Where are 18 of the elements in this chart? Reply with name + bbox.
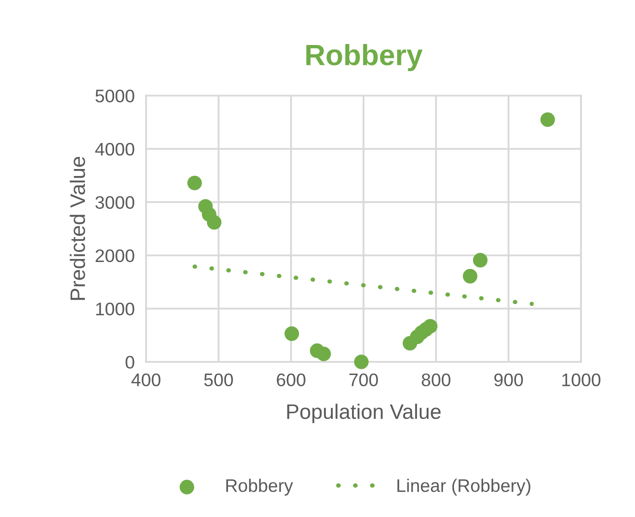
chart-title: Robbery: [306, 44, 423, 72]
y-tick-label: 2000: [96, 249, 134, 262]
y-tick-label: 3000: [95, 196, 134, 209]
legend-label: Linear (Robbery): [397, 478, 530, 496]
y-tick-label: 4000: [95, 142, 134, 156]
x-tick-label: 400: [131, 373, 160, 386]
x-tick-label: 900: [494, 373, 523, 386]
x-tick-label: 600: [276, 373, 306, 386]
y-axis-title: Predicted Value: [70, 156, 86, 300]
y-tick-label: 5000: [96, 90, 134, 102]
x-tick-label: 700: [349, 373, 378, 386]
x-tick-label: 1000: [562, 373, 600, 386]
x-tick-label: 800: [422, 373, 450, 386]
x-tick-label: 500: [204, 373, 233, 386]
y-tick-label: 1000: [96, 302, 134, 316]
legend-label: Robbery: [226, 478, 294, 496]
x-axis-title: Population Value: [287, 404, 441, 424]
y-tick-label: 0: [126, 356, 134, 369]
